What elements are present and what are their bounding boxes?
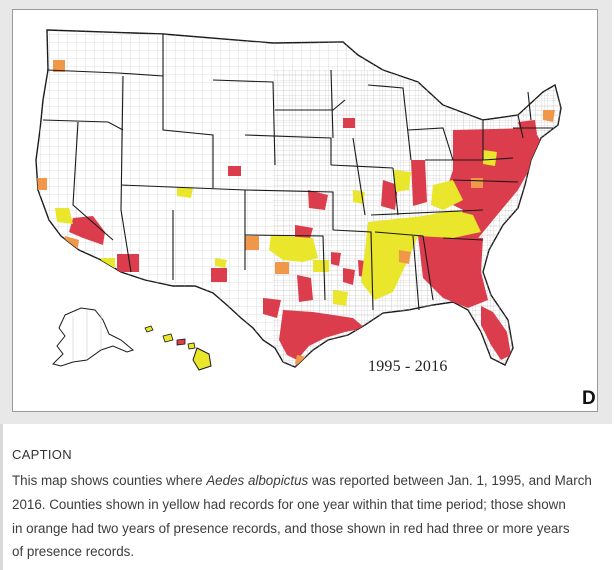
caption-line3: in orange had two years of presence reco… [12,520,570,536]
map-frame: 1995 - 2016 D [12,9,598,412]
caption-line1-start: This map shows counties where [12,473,207,488]
yellow-counties [269,150,497,306]
alaska-outline [52,307,135,367]
map-period-label: 1995 - 2016 [368,358,448,375]
map-figure: 1995 - 2016 D [0,0,612,424]
state-borders [42,34,553,311]
caption-line2: 2016. Counties shown in yellow had recor… [12,496,566,512]
hawaii-inset [144,325,212,371]
red-counties [263,120,543,360]
us-county-map [35,29,562,371]
species-name: Aedes albopictus [206,473,309,488]
caption-heading: CAPTION [12,447,72,462]
panel-label: D [582,388,596,409]
caption-text: This map shows counties where Aedes albo… [12,469,612,564]
caption-line1-end: was reported between Jan. 1, 1995, and M… [308,473,592,488]
caption-line4: of presence records. [12,544,135,560]
conus-landmass [35,29,562,368]
caption-block: CAPTION This map shows counties where Ae… [0,424,614,570]
alaska-inset [52,307,135,367]
